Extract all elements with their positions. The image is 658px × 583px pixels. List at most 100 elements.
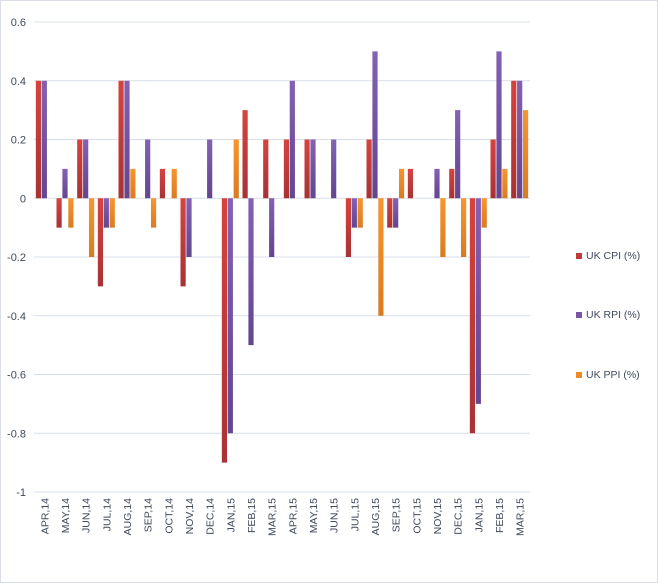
y-axis: 0.6 0.4 0.2 0 -0.2 -0.4 -0.6 -0.8 -1: [7, 17, 26, 499]
x-tick-label: JUL,15: [349, 498, 361, 531]
bar-ukppi-15: [357, 198, 363, 228]
bar-ukrpi-5: [145, 139, 151, 199]
bar-ukppi-5: [150, 198, 157, 228]
bar-ukcpi-18: [407, 168, 414, 199]
bar-ukppi-9: [233, 139, 239, 199]
bar-ukcpi-20: [449, 168, 455, 199]
legend-label: UK CPI (%): [586, 250, 640, 262]
bar-ukppi-22: [502, 168, 508, 199]
bar-ukrpi-16: [372, 51, 378, 199]
x-tick-label: MAY,15: [308, 498, 320, 533]
bar-ukppi-23: [522, 110, 529, 199]
bar-ukcpi-1: [56, 198, 62, 228]
bar-ukcpi-0: [35, 80, 42, 199]
bar-ukppi-17: [398, 168, 405, 199]
x-tick-label: SEP,14: [143, 498, 155, 532]
bar-ukrpi-22: [496, 51, 502, 199]
bar-ukcpi-17: [387, 198, 393, 228]
x-tick-label: JUL,14: [101, 498, 113, 531]
x-tick-label: FEB,15: [246, 498, 258, 533]
bar-ukppi-1: [68, 198, 74, 228]
bar-ukcpi-10: [242, 110, 248, 199]
y-tick-label: -0.8: [7, 428, 26, 440]
bar-ukcpi-4: [118, 80, 124, 199]
bar-ukrpi-15: [351, 198, 357, 228]
bar-ukrpi-14: [331, 139, 337, 199]
bar-ukrpi-20: [455, 110, 461, 199]
bar-ukrpi-3: [103, 198, 109, 228]
bar-ukppi-3: [109, 198, 115, 228]
bar-ukppi-16: [378, 198, 384, 316]
legend: UK CPI (%) UK RPI (%) UK PPI (%): [576, 250, 640, 381]
x-axis: APR,14 MAY,14 JUN,14 JUL,14 AUG,14 SEP,14 OCT,…: [39, 498, 526, 536]
bar-ukcpi-12: [283, 139, 290, 199]
x-tick-label: JUN,14: [81, 498, 93, 533]
bar-ukrpi-0: [41, 80, 47, 199]
bar-ukrpi-23: [517, 80, 523, 199]
bar-ukrpi-21: [475, 198, 481, 404]
y-tick-label: 0.4: [11, 76, 26, 88]
x-tick-label: AUG,14: [122, 498, 134, 536]
y-tick-label: -1: [16, 487, 26, 499]
bar-ukppi-21: [481, 198, 487, 228]
bar-ukppi-4: [130, 168, 136, 199]
x-tick-label: SEP,15: [391, 498, 403, 532]
bar-ukcpi-11: [263, 139, 269, 199]
x-tick-label: JUN,15: [329, 498, 341, 533]
x-tick-label: MAR,15: [515, 498, 527, 536]
bar-ukcpi-2: [77, 139, 83, 199]
bar-ukrpi-2: [83, 139, 89, 199]
bar-ukrpi-9: [227, 198, 233, 434]
bar-ukppi-19: [440, 198, 446, 257]
y-tick-label: -0.2: [7, 252, 26, 264]
x-tick-label: JAN,15: [225, 498, 237, 533]
x-tick-label: APR,15: [287, 498, 299, 534]
legend-swatch: [576, 253, 582, 259]
x-tick-label: JAN,15: [473, 498, 485, 533]
x-tick-label: MAY,14: [60, 498, 72, 533]
bar-ukrpi-17: [393, 198, 399, 228]
bar-ukcpi-23: [511, 80, 517, 199]
bar-ukrpi-1: [62, 168, 68, 199]
bar-ukrpi-13: [310, 139, 316, 199]
bar-ukcpi-9: [221, 198, 228, 463]
bar-ukrpi-11: [269, 198, 275, 257]
legend-label: UK RPI (%): [586, 309, 640, 321]
x-tick-label: MAR,15: [267, 498, 279, 536]
legend-label: UK PPI (%): [586, 369, 640, 381]
bar-ukcpi-3: [97, 198, 104, 287]
x-tick-label: NOV,14: [184, 498, 196, 535]
x-tick-label: FEB,15: [494, 498, 506, 533]
bar-ukcpi-16: [366, 139, 372, 199]
bar-ukppi-20: [460, 198, 467, 257]
bar-ukrpi-10: [248, 198, 254, 346]
x-tick-label: OCT,15: [411, 498, 423, 534]
bar-ukrpi-8: [207, 139, 213, 199]
y-tick-label: 0.2: [11, 135, 26, 147]
x-tick-label: AUG,15: [370, 498, 382, 536]
x-tick-label: DEC,15: [453, 498, 465, 535]
bar-ukcpi-6: [159, 168, 166, 199]
legend-swatch: [576, 312, 582, 318]
bar-ukrpi-4: [124, 80, 130, 199]
bar-ukcpi-7: [180, 198, 186, 287]
y-tick-label: -0.6: [7, 370, 26, 382]
bar-ukrpi-12: [289, 80, 295, 199]
bar-ukrpi-19: [434, 168, 440, 199]
y-tick-label: -0.4: [7, 311, 26, 323]
x-tick-label: APR,14: [39, 498, 51, 534]
legend-swatch: [576, 372, 582, 378]
bar-ukppi-6: [171, 168, 177, 199]
bar-ukcpi-15: [345, 198, 352, 257]
bar-ukcpi-22: [490, 139, 496, 199]
x-tick-label: DEC,14: [205, 498, 217, 535]
y-tick-label: 0.6: [11, 17, 26, 29]
x-tick-label: NOV,15: [432, 498, 444, 535]
x-tick-label: OCT,14: [163, 498, 175, 534]
bar-ukrpi-7: [186, 198, 192, 257]
bar-ukcpi-13: [304, 139, 310, 199]
bar-ukppi-2: [88, 198, 95, 257]
bars: [35, 51, 529, 463]
